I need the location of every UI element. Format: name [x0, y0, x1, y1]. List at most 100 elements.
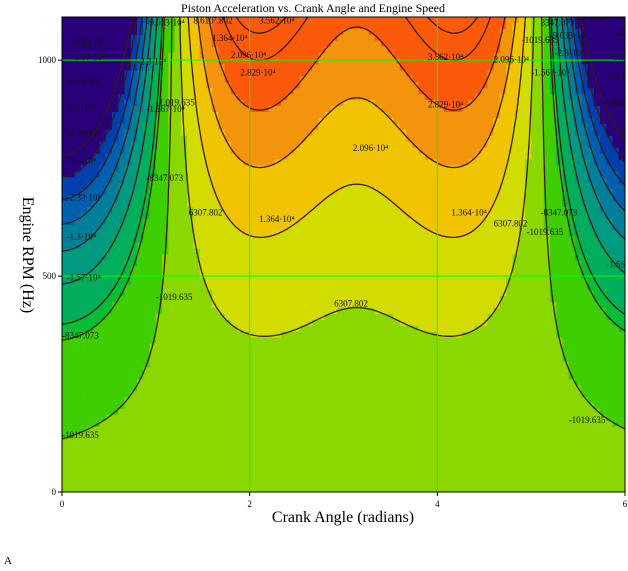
heatmap-cell — [162, 337, 169, 345]
heatmap-cell — [287, 284, 295, 291]
heatmap-cell — [105, 432, 113, 440]
heatmap-cell — [449, 135, 457, 143]
heatmap-cell — [349, 189, 357, 196]
heatmap-cell — [293, 207, 301, 214]
heatmap-cell — [305, 462, 313, 469]
heatmap-cell — [174, 46, 182, 54]
heatmap-cell — [93, 325, 101, 333]
heatmap-cell — [330, 94, 338, 101]
heatmap-cell — [118, 438, 126, 446]
heatmap-cell — [381, 414, 388, 422]
heatmap-cell — [68, 486, 76, 492]
heatmap-cell — [180, 207, 188, 214]
heatmap-cell — [280, 248, 288, 256]
heatmap-cell — [105, 22, 113, 30]
heatmap-cell — [143, 438, 151, 446]
heatmap-cell — [87, 248, 94, 256]
heatmap-cell — [349, 106, 357, 113]
heatmap-cell — [118, 17, 126, 24]
heatmap-cell — [343, 218, 351, 226]
heatmap-cell — [93, 94, 101, 101]
heatmap-cell — [74, 355, 82, 362]
heatmap-cell — [324, 486, 332, 492]
heatmap-cell — [418, 254, 426, 262]
heatmap-cell — [381, 438, 388, 446]
heatmap-cell — [105, 165, 113, 172]
heatmap-cell — [312, 100, 320, 107]
heatmap-cell — [130, 474, 138, 481]
heatmap-cell — [343, 40, 351, 48]
heatmap-cell — [155, 319, 163, 327]
heatmap-cell — [180, 46, 188, 54]
heatmap-cell — [356, 385, 363, 392]
heatmap-cell — [343, 462, 351, 469]
heatmap-cell — [255, 480, 263, 487]
heatmap-cell — [424, 296, 432, 303]
heatmap-cell — [349, 408, 357, 416]
heatmap-cell — [105, 414, 113, 422]
heatmap-cell — [87, 254, 94, 262]
heatmap-cell — [199, 367, 207, 374]
heatmap-cell — [406, 195, 413, 202]
heatmap-cell — [318, 450, 326, 457]
heatmap-cell — [406, 52, 413, 60]
heatmap-cell — [337, 432, 345, 440]
heatmap-cell — [80, 94, 88, 101]
heatmap-cell — [399, 313, 407, 321]
heatmap-cell — [443, 414, 451, 422]
heatmap-cell — [437, 486, 445, 492]
heatmap-cell — [199, 70, 207, 77]
heatmap-cell — [130, 402, 138, 410]
heatmap-cell — [149, 165, 157, 172]
heatmap-cell — [280, 420, 288, 428]
heatmap-cell — [80, 165, 88, 172]
heatmap-cell — [212, 379, 219, 386]
heatmap-cell — [318, 486, 326, 492]
heatmap-cell — [68, 230, 76, 238]
heatmap-cell — [224, 319, 232, 327]
heatmap-cell — [362, 218, 370, 226]
heatmap-cell — [249, 153, 257, 161]
heatmap-cell — [93, 189, 101, 196]
heatmap-cell — [280, 52, 288, 60]
heatmap-cell — [387, 129, 395, 137]
heatmap-cell — [168, 147, 176, 155]
heatmap-cell — [280, 17, 288, 24]
heatmap-cell — [174, 402, 182, 410]
heatmap-cell — [381, 444, 388, 452]
heatmap-cell — [356, 426, 363, 434]
heatmap-cell — [74, 58, 82, 66]
heatmap-cell — [174, 58, 182, 66]
heatmap-cell — [312, 135, 320, 143]
heatmap-cell — [287, 236, 295, 244]
heatmap-cell — [324, 296, 332, 303]
heatmap-cell — [180, 379, 188, 386]
heatmap-cell — [399, 456, 407, 463]
heatmap-cell — [312, 52, 320, 60]
heatmap-cell — [180, 385, 188, 392]
heatmap-cell — [381, 236, 388, 244]
heatmap-cell — [124, 456, 132, 463]
heatmap-cell — [381, 17, 388, 24]
heatmap-cell — [362, 420, 370, 428]
heatmap-cell — [224, 212, 232, 220]
heatmap-cell — [274, 420, 282, 428]
heatmap-cell — [124, 112, 132, 119]
heatmap-cell — [193, 444, 201, 452]
heatmap-cell — [343, 325, 351, 333]
heatmap-cell — [318, 432, 326, 440]
heatmap-cell — [224, 159, 232, 167]
heatmap-cell — [168, 432, 176, 440]
heatmap-cell — [287, 355, 295, 362]
heatmap-cell — [299, 76, 307, 83]
heatmap-cell — [130, 373, 138, 380]
heatmap-cell — [249, 230, 257, 238]
heatmap-cell — [243, 266, 251, 273]
heatmap-cell — [280, 414, 288, 422]
heatmap-cell — [443, 379, 451, 386]
heatmap-cell — [324, 183, 332, 190]
heatmap-cell — [443, 307, 451, 315]
heatmap-cell — [305, 183, 313, 190]
heatmap-cell — [243, 391, 251, 398]
heatmap-cell — [218, 40, 226, 48]
